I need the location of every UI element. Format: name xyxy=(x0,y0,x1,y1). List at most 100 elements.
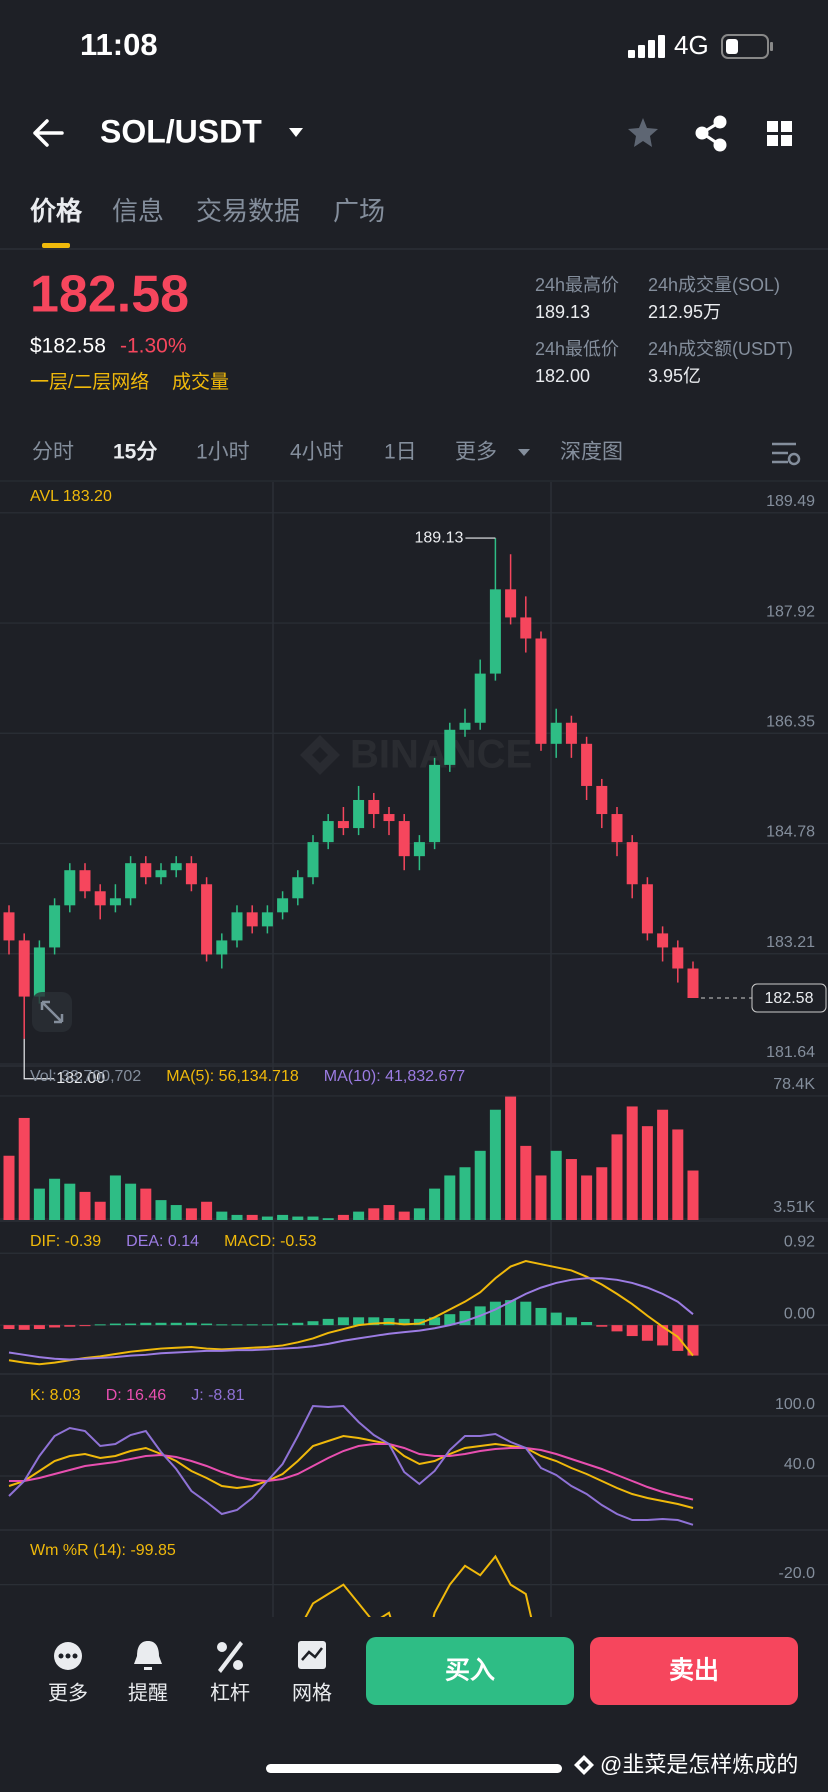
interval[interactable]: 更多 xyxy=(455,441,497,464)
candle-body xyxy=(49,905,61,948)
tab[interactable]: 信息 xyxy=(112,196,164,226)
y-tick-label: 0.00 xyxy=(784,1305,815,1322)
tag[interactable]: 一层/二层网络 xyxy=(30,371,149,393)
macd-bar xyxy=(33,1325,45,1330)
candle-body xyxy=(79,870,91,892)
chart-settings[interactable] xyxy=(772,442,801,466)
candle-body xyxy=(170,863,182,871)
candle-body xyxy=(505,589,517,618)
indicator-line xyxy=(8,1277,694,1361)
volume-bar xyxy=(505,1096,517,1220)
indicator-label: Vol: 33,700,702 xyxy=(30,1068,141,1085)
candle-body xyxy=(140,863,152,878)
volume-bar xyxy=(474,1150,486,1220)
toolbar-label[interactable]: 更多 xyxy=(48,1681,88,1704)
macd-bar xyxy=(429,1317,441,1326)
more-icon[interactable] xyxy=(54,1642,82,1670)
toolbar-label[interactable]: 网格 xyxy=(292,1681,332,1704)
volume-bar xyxy=(33,1188,45,1220)
toolbar-label[interactable]: 杠杆 xyxy=(210,1681,250,1704)
low-label: 182.00 xyxy=(56,1070,105,1087)
sell-button[interactable] xyxy=(590,1637,798,1705)
volume-bar xyxy=(155,1200,167,1220)
pair-title[interactable]: SOL/USDT xyxy=(100,113,262,149)
favorite-button[interactable] xyxy=(628,118,658,147)
candle-body xyxy=(185,863,197,885)
last-price-box xyxy=(751,983,827,1013)
candle-body xyxy=(672,947,684,969)
volume-bar xyxy=(550,1150,562,1220)
macd-bar xyxy=(94,1324,106,1326)
back-button[interactable] xyxy=(33,119,64,147)
volume-bar xyxy=(292,1216,304,1220)
volume-bar xyxy=(261,1216,273,1220)
volume-bar xyxy=(3,1155,15,1220)
watermark-icon xyxy=(574,1755,594,1775)
candle-body xyxy=(429,764,441,843)
volume-bar xyxy=(687,1170,699,1220)
candle-body xyxy=(353,799,365,829)
candle-body xyxy=(520,617,532,639)
macd-bar xyxy=(292,1322,304,1326)
buy-button[interactable] xyxy=(366,1637,574,1705)
macd-bar xyxy=(64,1325,76,1327)
candle-body xyxy=(550,722,562,744)
tab[interactable]: 广场 xyxy=(333,196,385,226)
interval[interactable]: 分时 xyxy=(32,441,74,464)
expand-button[interactable] xyxy=(32,992,72,1032)
macd-bar xyxy=(3,1325,15,1330)
alert-icon[interactable] xyxy=(134,1641,162,1670)
volume-bar xyxy=(18,1117,30,1220)
volume-bar xyxy=(611,1134,623,1220)
macd-bar xyxy=(322,1318,334,1326)
candle-body xyxy=(246,912,258,927)
interval[interactable]: 1小时 xyxy=(196,441,250,464)
candle-body xyxy=(3,912,15,941)
candle-body xyxy=(641,884,653,934)
grid-button[interactable] xyxy=(767,121,792,146)
macd-bar xyxy=(626,1325,638,1337)
candle-body xyxy=(109,898,121,906)
share-button[interactable] xyxy=(695,115,727,152)
macd-bar xyxy=(185,1322,197,1326)
interval[interactable]: 4小时 xyxy=(290,441,344,464)
sell-label[interactable]: 卖出 xyxy=(669,1657,719,1685)
interval[interactable]: 15分 xyxy=(113,441,157,464)
pair-dropdown[interactable] xyxy=(289,128,303,137)
volume-bar xyxy=(94,1201,106,1220)
candle-body xyxy=(18,940,30,997)
grid-icon[interactable] xyxy=(298,1641,326,1669)
stat-value: 212.95万 xyxy=(648,302,721,322)
indicator-label: J: -8.81 xyxy=(191,1387,244,1404)
candle-body xyxy=(596,785,608,815)
leverage-icon[interactable] xyxy=(217,1641,243,1673)
macd-bar xyxy=(535,1307,547,1326)
candle-body xyxy=(626,842,638,885)
volume-bar xyxy=(459,1167,471,1220)
interval[interactable]: 深度图 xyxy=(560,441,623,464)
tag[interactable]: 成交量 xyxy=(172,371,229,393)
more-dropdown[interactable] xyxy=(518,449,530,456)
y-tick-label: 186.35 xyxy=(766,714,815,731)
y-tick-label: 40.0 xyxy=(784,1456,815,1473)
candle-body xyxy=(231,912,243,941)
volume-bar xyxy=(413,1208,425,1220)
interval[interactable]: 1日 xyxy=(384,441,417,464)
candle-body xyxy=(125,863,137,899)
candle-body xyxy=(201,884,213,955)
tab[interactable]: 价格 xyxy=(30,196,83,226)
candle-body xyxy=(565,722,577,744)
macd-bar xyxy=(231,1324,243,1326)
tab[interactable]: 交易数据 xyxy=(196,196,300,226)
watermark: @韭菜是怎样炼成的 xyxy=(600,1752,798,1777)
macd-bar xyxy=(216,1324,228,1326)
macd-bar xyxy=(687,1325,699,1356)
buy-label[interactable]: 买入 xyxy=(445,1657,495,1685)
toolbar-label[interactable]: 提醒 xyxy=(128,1681,168,1704)
candle-body xyxy=(611,814,623,843)
stat-label: 24h最低价 xyxy=(535,339,619,359)
macd-bar xyxy=(246,1324,258,1326)
charts: 189.49 187.92 186.35 184.78 183.21 181.64 AVL … xyxy=(0,488,828,1737)
y-tick-label: -20.0 xyxy=(779,1565,816,1582)
volume-bar xyxy=(216,1211,228,1220)
